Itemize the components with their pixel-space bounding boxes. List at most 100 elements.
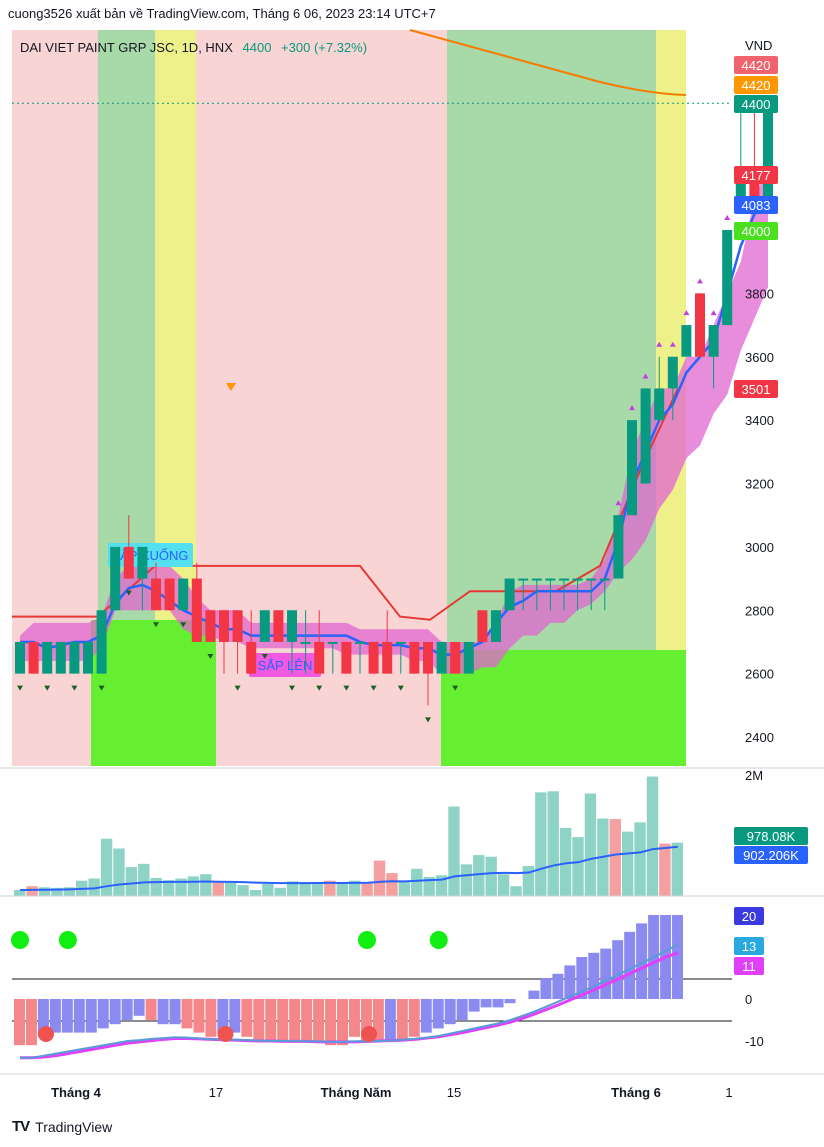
candle-body — [28, 641, 39, 674]
price-pane: SẮP XUỐNG SẮP LÊN 2400 2600 2800 3000 3200 340… — [12, 29, 774, 766]
candle-body — [613, 515, 624, 579]
volume-bar — [125, 867, 138, 896]
oscillator-bar — [157, 999, 169, 1025]
volume-bar — [584, 793, 597, 896]
volume-moving-average — [20, 845, 678, 891]
up-marker — [669, 341, 676, 347]
price-badge — [734, 95, 778, 113]
oscillator-bar — [432, 999, 444, 1029]
volume-bar — [175, 878, 187, 896]
candle-body — [491, 610, 501, 642]
symbol-legend[interactable]: DAI VIET PAINT GRP JSC, 1D, HNX 4400 +30… — [20, 40, 367, 55]
price-tick-label: 2600 — [745, 667, 774, 682]
last-price: 4400 — [242, 40, 272, 55]
candle-body — [382, 641, 393, 674]
candle-body — [110, 546, 121, 611]
time-axis-label: Tháng Năm — [321, 1085, 392, 1100]
oscillator-bar — [85, 999, 97, 1033]
oscillator-bar — [360, 999, 372, 1041]
oscillator-bar — [480, 999, 492, 1008]
symbol-name: DAI VIET PAINT GRP JSC, 1D, HNX — [20, 40, 233, 55]
volume-bar — [162, 880, 175, 896]
oscillator-bar — [325, 999, 337, 1046]
oscillator-bar — [372, 999, 384, 1041]
candle-body — [681, 325, 692, 357]
bearish-dot — [361, 1026, 377, 1042]
volume-bar — [386, 873, 398, 896]
time-axis-label: Tháng 6 — [611, 1085, 661, 1100]
oscillator-bar — [540, 978, 552, 999]
down-marker — [125, 590, 132, 596]
candle-body — [436, 641, 447, 674]
oscillator-bar — [396, 999, 408, 1041]
volume-bar — [88, 878, 100, 896]
price-badge — [734, 166, 778, 184]
down-marker — [425, 717, 431, 723]
volume-bar — [559, 827, 572, 896]
volume-bar — [237, 885, 249, 896]
volume-bar — [609, 819, 621, 896]
volume-bar — [522, 866, 535, 896]
candle-body — [531, 578, 542, 581]
time-axis-label: 1 — [725, 1085, 732, 1100]
price-badge — [734, 222, 778, 240]
volume-badge-label: 902.206K — [743, 848, 799, 863]
bullish-dot — [58, 931, 77, 949]
candle-body — [450, 641, 461, 674]
up-marker — [724, 215, 731, 220]
down-marker — [397, 685, 404, 691]
currency-label: VND — [745, 38, 772, 53]
time-axis: Tháng 4 17 Tháng Năm 15 Tháng 6 1 — [0, 1073, 824, 1100]
oscillator-bar — [492, 999, 504, 1008]
price-badge — [734, 196, 778, 214]
oscillator-bar — [576, 957, 588, 999]
oscillator-bar — [73, 999, 85, 1033]
down-marker — [452, 685, 459, 691]
price-badge — [734, 76, 778, 94]
price-badge-label: 4177 — [742, 168, 771, 183]
volume-bar — [621, 831, 634, 896]
bullish-dot — [357, 931, 376, 949]
oscillator-badge — [734, 907, 764, 925]
oscillator-bar — [528, 990, 540, 999]
brand-footer[interactable]: TV TradingView — [12, 1118, 112, 1135]
volume-bar — [324, 880, 336, 896]
price-tick-label: 2800 — [745, 603, 774, 618]
oscillator-bar — [564, 965, 576, 999]
oscillator-bar — [588, 952, 600, 999]
oscillator-fast-line — [19, 943, 679, 1059]
oscillator-bar — [25, 999, 37, 1046]
up-marker — [697, 278, 703, 284]
candle-body — [395, 641, 406, 644]
volume-bar — [398, 881, 411, 896]
volume-bar — [26, 886, 38, 896]
price-tick-label: 3800 — [745, 286, 774, 301]
down-marker — [71, 685, 78, 691]
up-marker — [683, 310, 690, 316]
peak-marker — [226, 383, 236, 391]
candle-body — [586, 578, 597, 581]
candle-body — [355, 641, 365, 644]
oscillator-bar — [97, 999, 109, 1029]
oscillator-bar — [133, 999, 145, 1016]
candle-body — [178, 578, 189, 611]
candle-body — [463, 641, 474, 674]
volume-bar — [659, 843, 671, 896]
oscillator-bar — [169, 999, 181, 1025]
oscillator-tick-label: 0 — [745, 992, 752, 1007]
volume-bar — [535, 792, 547, 896]
candle-body — [708, 325, 719, 357]
oscillator-badge — [734, 957, 764, 975]
candle-body — [219, 610, 229, 642]
oscillator-bar — [420, 999, 432, 1033]
candle-body — [695, 293, 705, 357]
oscillator-bar — [349, 999, 360, 1037]
volume-bar — [497, 874, 510, 896]
volume-badge-label: 978.08K — [747, 829, 796, 844]
volume-bar — [187, 876, 200, 896]
oscillator-bar — [468, 999, 480, 1012]
down-marker — [207, 653, 214, 659]
oscillator-bar — [456, 999, 468, 1020]
oscillator-bar — [552, 973, 564, 999]
volume-bar — [212, 882, 224, 896]
